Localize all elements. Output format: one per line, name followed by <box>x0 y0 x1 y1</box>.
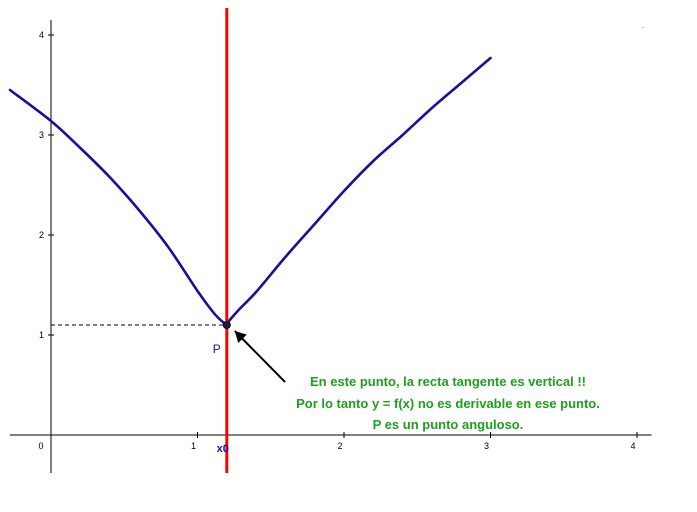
x0-label: x0 <box>217 443 229 455</box>
annotation-line-2: Por lo tanto y = f(x) no es derivable en… <box>296 396 600 411</box>
point-p-label: P <box>213 342 221 356</box>
x-tick-label: 4 <box>630 441 635 451</box>
y-ticks: 1 2 3 4 <box>39 30 54 340</box>
x-tick-label: 3 <box>484 441 489 451</box>
x-tick-label: 0 <box>38 441 43 451</box>
point-marks: Px0 · <box>213 23 645 455</box>
axes <box>9 20 652 473</box>
y-tick-label: 2 <box>39 230 44 240</box>
y-tick-label: 3 <box>39 130 44 140</box>
curve-series <box>8 56 492 327</box>
annotation-line-1: En este punto, la recta tangente es vert… <box>310 374 586 389</box>
point-p-marker <box>222 320 231 329</box>
annotation-arrow-shaft <box>234 330 286 383</box>
corner-mark: · <box>642 23 645 32</box>
curve-left-branch <box>8 88 229 327</box>
annotation: En este punto, la recta tangente es vert… <box>234 330 600 432</box>
x-tick-label: 1 <box>191 441 196 451</box>
y-tick-label: 1 <box>39 330 44 340</box>
x-tick-label: 2 <box>337 441 342 451</box>
y-tick-label: 4 <box>39 30 44 40</box>
curve-right-branch <box>225 56 492 327</box>
guides <box>51 8 229 473</box>
x-ticks: 0 1 2 3 4 <box>38 432 638 451</box>
annotation-arrow-head <box>234 331 247 344</box>
annotation-line-3: P es un punto anguloso. <box>373 417 524 432</box>
